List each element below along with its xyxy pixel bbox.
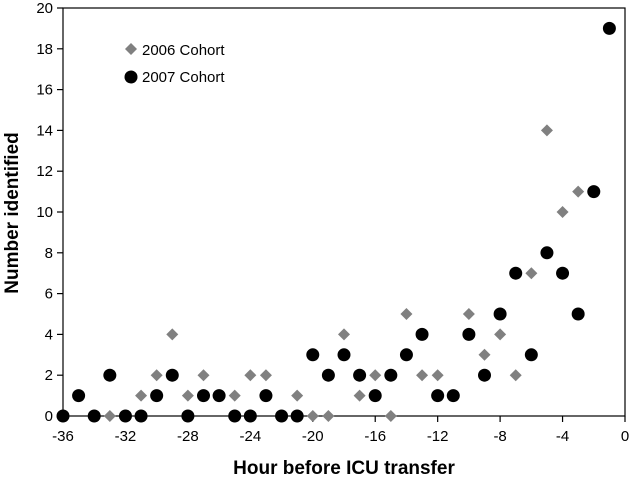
x-tick-label: -16 [364,428,386,445]
data-point-circle [446,389,460,403]
data-point-diamond [556,206,569,218]
data-point-circle [462,327,476,341]
data-point-diamond [369,369,382,382]
data-point-circle [259,389,273,403]
data-point-circle [243,409,257,423]
y-tick-label: 14 [36,122,53,139]
data-point-circle [228,409,242,423]
y-tick-label: 2 [45,367,53,384]
data-point-circle [524,348,538,362]
data-point-diamond [135,389,148,402]
data-point-diamond [291,389,304,402]
x-tick-label: 0 [621,428,629,445]
data-point-circle [165,368,179,382]
data-point-diamond [259,369,272,382]
data-point-circle [181,409,195,423]
data-point-diamond [353,389,366,402]
x-tick-label: -20 [302,428,324,445]
data-point-diamond [181,389,194,402]
data-point-circle [540,246,554,260]
data-point-circle [337,348,351,362]
x-tick-label: -32 [115,428,137,445]
y-tick-label: 20 [36,0,53,17]
data-point-diamond [462,308,475,320]
data-point-circle [118,409,132,423]
legend: 2006 Cohort 2007 Cohort [110,32,258,94]
data-point-diamond [322,410,335,422]
y-tick-label: 0 [45,408,53,425]
data-point-circle [368,389,382,403]
data-point-diamond [400,308,413,320]
data-point-diamond [478,348,491,361]
data-point-diamond [338,328,350,341]
data-point-diamond [572,185,585,198]
y-tick-label: 4 [45,326,53,343]
data-point-circle [212,389,226,403]
x-tick-label: -36 [52,428,74,445]
x-tick-label: -4 [556,428,569,445]
data-point-circle [602,21,616,35]
data-point-circle [306,348,320,362]
x-tick-label: -24 [239,428,261,445]
data-points [56,21,616,423]
x-tick-label: -28 [177,428,199,445]
data-point-circle [290,409,304,423]
data-point-diamond [384,410,397,422]
x-axis-title: Hour before ICU transfer [233,458,455,479]
data-point-diamond [150,369,163,382]
data-point-diamond [228,389,241,402]
data-point-circle [571,307,585,321]
data-point-diamond [540,124,553,137]
data-point-circle [72,389,86,403]
y-tick-label: 8 [45,245,53,262]
legend-marker-diamond [125,43,137,55]
data-point-diamond [431,369,444,382]
legend-label-2006-cohort: 2006 Cohort [142,42,225,59]
data-point-circle [103,368,117,382]
data-point-circle [399,348,413,362]
data-point-circle [587,185,601,199]
data-point-diamond [166,328,179,341]
data-point-circle [415,327,429,341]
data-point-circle [150,389,164,403]
legend-entry-2006-cohort: 2006 Cohort [125,42,225,59]
data-point-circle [321,368,335,382]
data-point-circle [509,266,523,280]
data-point-diamond [244,369,257,382]
y-tick-label: 12 [36,163,53,180]
y-tick-label: 10 [36,204,53,221]
axis-ticks: -36 -32 -28 -24 -20 -16 -12 -8 -4 0 0 2 4 6 8 10 12 14 16 1… [36,0,629,445]
legend-label-2007-cohort: 2007 Cohort [142,69,225,86]
x-tick-label: -8 [493,428,506,445]
data-point-circle [87,409,101,423]
data-point-circle [478,368,491,382]
data-point-circle [556,266,570,280]
y-tick-label: 18 [36,41,53,58]
data-point-diamond [306,410,319,422]
data-point-circle [197,389,210,403]
data-point-diamond [103,410,116,422]
series-2007-cohort [56,21,616,423]
data-point-diamond [509,369,522,382]
data-point-diamond [525,267,538,280]
data-point-circle [431,389,445,403]
y-tick-label: 6 [45,286,53,303]
legend-marker-circle [124,70,138,84]
data-point-circle [134,409,148,423]
y-axis-title: Number identified [2,132,23,294]
legend-entry-2007-cohort: 2007 Cohort [124,69,225,86]
data-point-diamond [416,369,429,382]
data-point-diamond [494,328,507,341]
data-point-circle [384,368,398,382]
data-point-circle [493,307,507,321]
data-point-circle [353,368,367,382]
data-point-circle [56,409,70,423]
legend-box [110,32,258,94]
data-point-circle [275,409,289,423]
y-tick-label: 16 [36,82,53,99]
data-point-diamond [197,369,210,382]
x-tick-label: -12 [427,428,449,445]
